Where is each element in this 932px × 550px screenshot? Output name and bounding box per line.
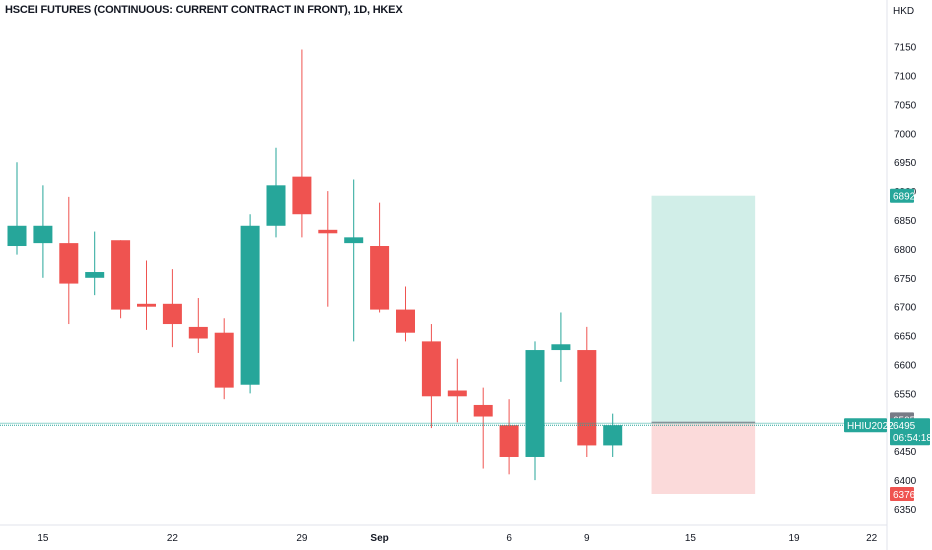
candle-body	[447, 390, 467, 397]
price-tick-label: 7050	[894, 100, 917, 111]
price-tick-label: 6800	[894, 245, 917, 256]
time-tick-label: 19	[788, 533, 800, 544]
symbol-badge-label: HHIU2022	[847, 421, 894, 432]
time-tick-label: 9	[584, 533, 590, 544]
candle-body	[499, 425, 519, 457]
time-tick-label: 6	[506, 533, 512, 544]
price-tick-label: 6400	[894, 476, 917, 487]
candle-body	[137, 303, 156, 307]
price-tick-label: 6650	[894, 332, 917, 343]
candle-body	[33, 225, 53, 244]
price-tick-label: 7100	[894, 72, 917, 83]
candle-body	[85, 272, 105, 278]
price-lines	[0, 422, 887, 426]
price-tick-label: 6350	[894, 505, 917, 516]
price-axis: 6350640064506500655066006650670067506800…	[894, 43, 917, 516]
candle-body	[344, 237, 364, 244]
candle-body	[525, 350, 545, 457]
time-tick-label: 15	[37, 533, 49, 544]
time-axis: 152229Sep6915192226	[37, 533, 878, 544]
candle-body	[214, 332, 234, 388]
position-zones	[651, 195, 756, 494]
candle-body	[292, 176, 312, 215]
price-badge	[890, 486, 914, 501]
candle-body	[473, 404, 493, 417]
candle-body	[188, 326, 208, 339]
candle-body	[396, 309, 415, 333]
chart-title: HSCEI FUTURES (CONTINUOUS: CURRENT CONTR…	[5, 4, 403, 16]
loss-zone	[651, 422, 756, 494]
candle-body	[318, 229, 338, 234]
time-tick-label: 22	[167, 533, 179, 544]
price-tick-label: 7150	[894, 43, 917, 54]
current-price-label: 6495	[893, 421, 916, 432]
candle-body	[551, 344, 571, 351]
time-tick-label: 15	[685, 533, 697, 544]
currency-label: HKD	[893, 6, 915, 17]
price-badge	[890, 188, 914, 203]
candle-body	[370, 246, 390, 310]
price-tick-label: 7000	[894, 129, 917, 140]
candle-body	[111, 240, 131, 310]
symbol-badge	[844, 418, 887, 433]
price-tick-label: 6850	[894, 216, 917, 227]
candle-body	[240, 225, 260, 385]
price-badge-label: 6892	[893, 192, 916, 203]
time-tick-label: 29	[296, 533, 308, 544]
price-badge-label: 6376	[893, 490, 916, 501]
candle-body	[603, 425, 623, 446]
candle-body	[421, 341, 441, 397]
candle-body	[59, 243, 79, 284]
price-tick-label: 6600	[894, 361, 917, 372]
price-tick-label: 6750	[894, 274, 917, 285]
candles	[7, 49, 623, 481]
candle-body	[162, 303, 182, 325]
time-tick-label: Sep	[370, 533, 388, 544]
bar-countdown-label: 06:54:18	[893, 433, 932, 444]
price-tick-label: 6550	[894, 389, 917, 400]
profit-zone	[651, 195, 756, 423]
price-tick-label: 6700	[894, 303, 917, 314]
price-tick-label: 6950	[894, 158, 917, 169]
candle-body	[577, 350, 597, 446]
price-tick-label: 6450	[894, 447, 917, 458]
candle-body	[7, 225, 27, 247]
candle-body	[266, 185, 286, 226]
time-tick-label: 22	[866, 533, 878, 544]
current-price-badge	[890, 418, 930, 446]
